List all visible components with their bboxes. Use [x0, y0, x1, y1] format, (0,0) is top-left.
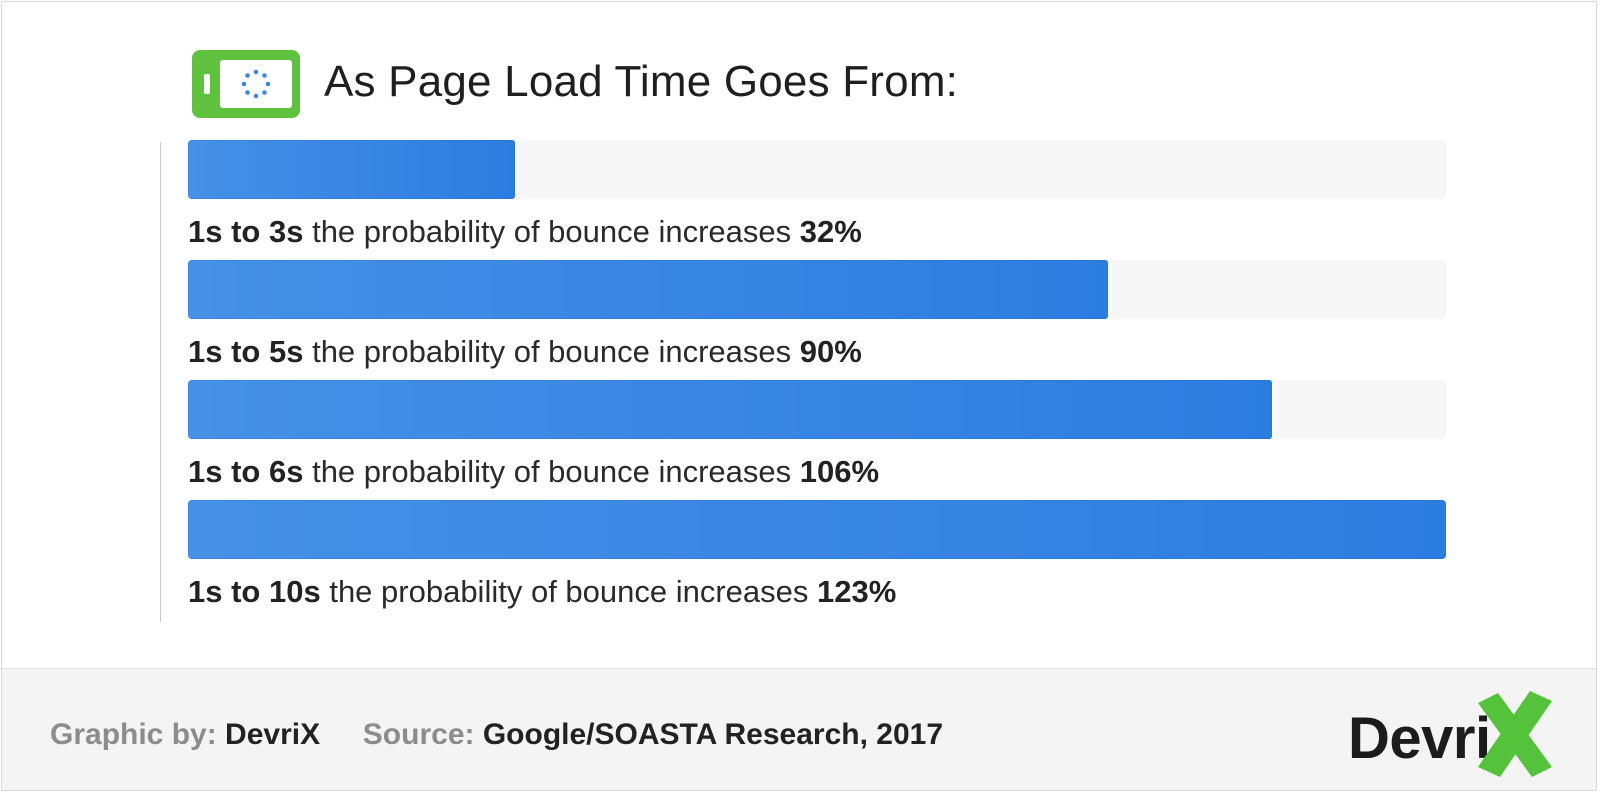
bar-value-label: 32% — [799, 214, 862, 249]
bar-value-label: 123% — [817, 574, 897, 609]
bar-range: 1s to 5s — [188, 334, 304, 369]
bar-description: the probability of bounce increases — [312, 214, 792, 249]
bar-range: 1s to 3s — [188, 214, 304, 249]
bar — [188, 380, 1272, 439]
bar-description: the probability of bounce increases — [329, 574, 809, 609]
source-label: Source: — [362, 718, 475, 751]
chart-area: As Page Load Time Goes From: 1s to 3s th… — [2, 2, 1596, 668]
bar-label: 1s to 6s the probability of bounce incre… — [188, 452, 879, 492]
source-value: Google/SOASTA Research, 2017 — [482, 718, 944, 751]
bar-label: 1s to 3s the probability of bounce incre… — [188, 212, 862, 252]
bar-track — [188, 500, 1446, 559]
credits: Graphic by: DevriX Source: Google/SOASTA… — [50, 715, 943, 755]
bar-label: 1s to 10s the probability of bounce incr… — [188, 572, 896, 612]
bar-track — [188, 260, 1446, 319]
logo-text: Devri — [1348, 706, 1491, 771]
bar-value-label: 106% — [799, 454, 880, 489]
chart-title: As Page Load Time Goes From: — [324, 57, 959, 106]
page-loading-icon — [192, 50, 300, 118]
bar — [188, 500, 1446, 559]
devrix-logo: Devri — [1348, 689, 1558, 779]
bar-track — [188, 140, 1446, 199]
bar — [188, 260, 1108, 319]
bar-range: 1s to 6s — [188, 454, 304, 489]
x-mark-icon — [1478, 691, 1552, 777]
bar — [188, 140, 515, 199]
axis-line — [160, 142, 161, 622]
bar-description: the probability of bounce increases — [312, 334, 792, 369]
graphic-by-value: DevriX — [225, 718, 321, 751]
graphic-by-label: Graphic by: — [50, 718, 217, 751]
bar-description: the probability of bounce increases — [312, 454, 792, 489]
bar-range: 1s to 10s — [188, 574, 321, 609]
footer: Graphic by: DevriX Source: Google/SOASTA… — [2, 668, 1596, 790]
bar-track — [188, 380, 1446, 439]
bar-label: 1s to 5s the probability of bounce incre… — [188, 332, 862, 372]
bar-value-label: 90% — [799, 334, 862, 369]
